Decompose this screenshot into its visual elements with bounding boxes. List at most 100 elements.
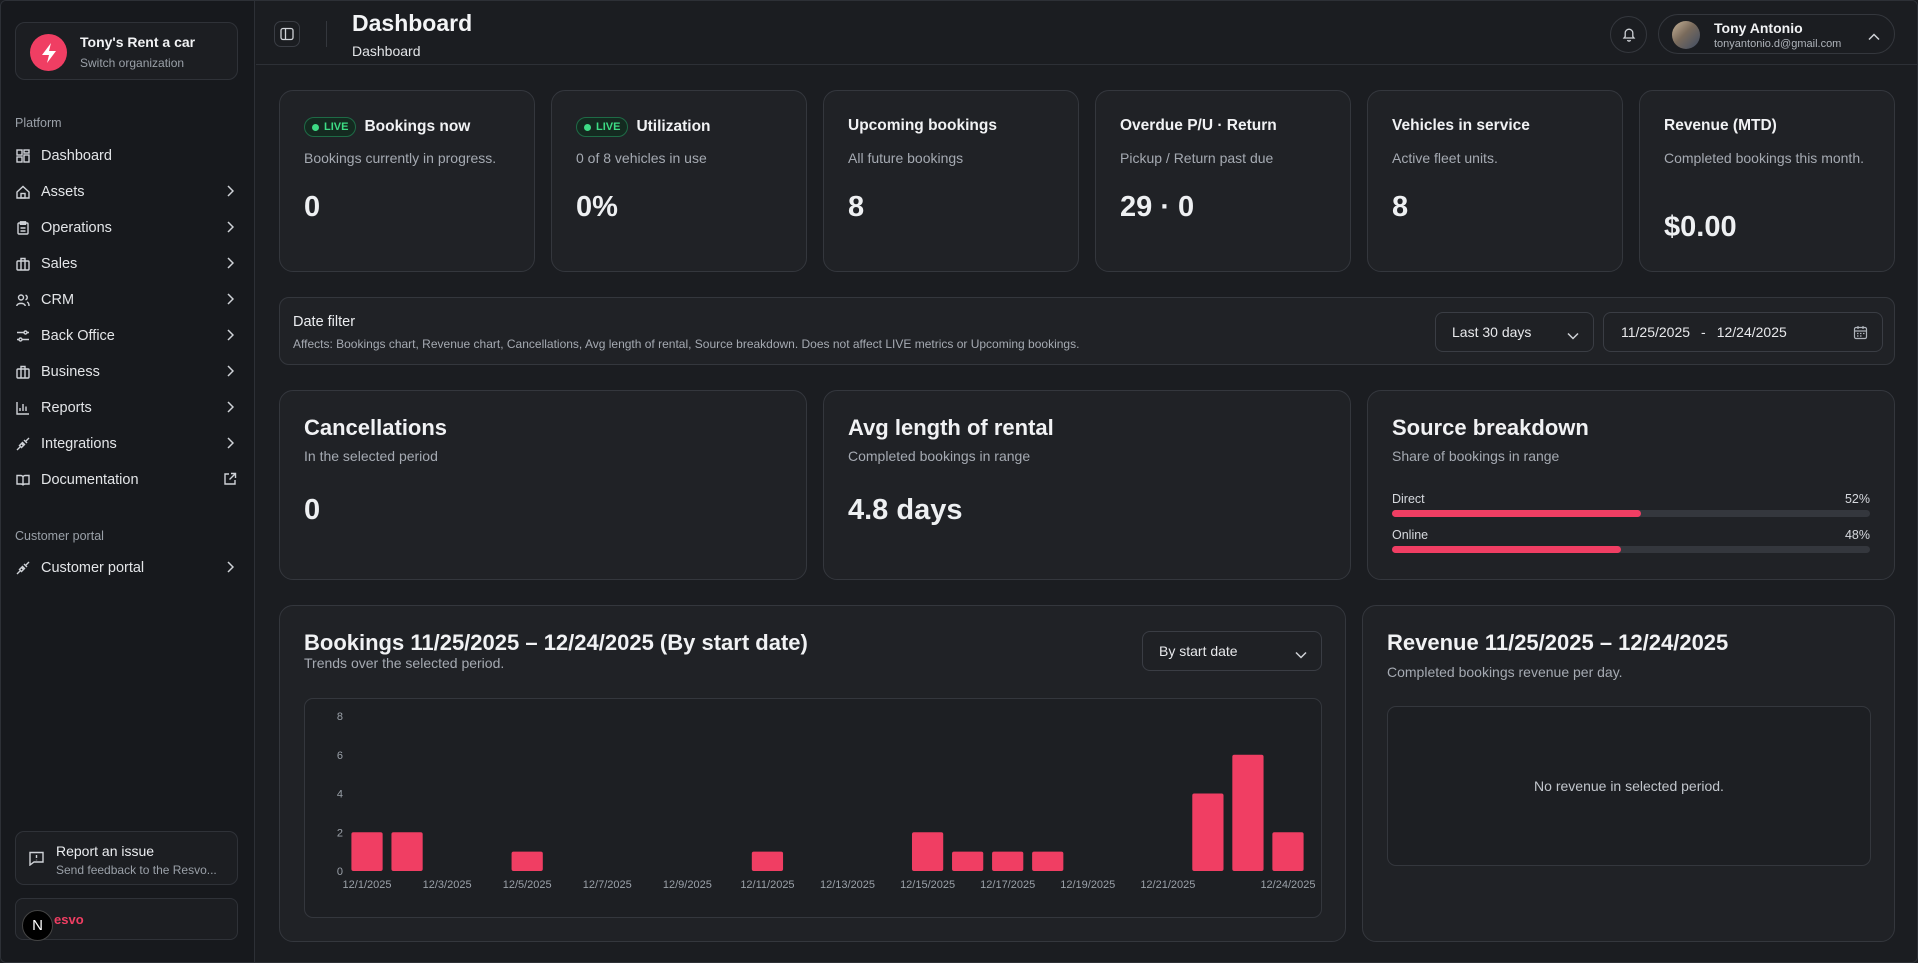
sidebar-item-label: Back Office (41, 328, 115, 344)
source-percent: 52% (1844, 492, 1870, 506)
stat-card-revenue-mtd: Revenue (MTD) Completed bookings this mo… (1639, 90, 1895, 272)
stat-value: 29 · 0 (1120, 191, 1195, 223)
sliders-icon (15, 328, 31, 344)
sidebar-item-label: Operations (41, 220, 112, 236)
user-name: Tony Antonio (1714, 20, 1803, 36)
source-progress-fill (1392, 510, 1641, 517)
sidebar-item-assets[interactable]: Assets (15, 177, 238, 207)
chevron-right-icon (226, 185, 235, 201)
sidebar-item-sales[interactable]: Sales (15, 249, 238, 279)
stat-title: Overdue P/U · Return (1120, 117, 1277, 134)
date-range-separator: - (1701, 324, 1706, 340)
x-tick-label: 12/1/2025 (343, 879, 392, 891)
x-tick-label: 12/5/2025 (503, 879, 552, 891)
bar-12/18/2025[interactable] (1032, 851, 1064, 871)
nextjs-dev-badge[interactable]: N (22, 910, 53, 941)
x-tick-label: 12/11/2025 (740, 879, 794, 891)
stat-subtitle: 0 of 8 vehicles in use (576, 150, 707, 166)
revenue-chart-area: No revenue in selected period. (1387, 706, 1871, 866)
stat-title: LIVE Bookings now (304, 117, 470, 137)
bar-12/5/2025[interactable] (511, 851, 543, 871)
stat-card-utilization: LIVE Utilization 0 of 8 vehicles in use 0… (551, 90, 807, 272)
x-tick-label: 12/19/2025 (1060, 879, 1115, 891)
stat-title: Revenue (MTD) (1664, 117, 1777, 134)
bookings-bar-chart: 0 2 4 6 8 12/1/2025 12/3/2025 12/5/2025 12/7/202… (337, 711, 1316, 891)
bar-chart-icon (15, 400, 31, 416)
sidebar-toggle-button[interactable] (274, 21, 300, 47)
user-menu-button[interactable]: Tony Antonio tonyantonio.d@gmail.com (1658, 14, 1895, 54)
chart-mode-value: By start date (1159, 643, 1238, 659)
bar-12/2/2025[interactable] (391, 832, 423, 871)
sidebar-item-customer-portal[interactable]: Customer portal (15, 553, 238, 583)
chart-mode-select[interactable]: By start date (1142, 631, 1322, 671)
stat-subtitle: Completed bookings this month. (1664, 150, 1864, 166)
y-tick-label: 4 (337, 789, 343, 801)
organization-name: Tony's Rent a car (80, 34, 196, 50)
chevron-right-icon (226, 329, 235, 345)
range-select[interactable]: Last 30 days (1435, 312, 1594, 352)
source-progress-fill (1392, 546, 1622, 553)
avatar (1672, 21, 1700, 49)
avg-length-value: 4.8 days (848, 494, 963, 526)
source-progress-track (1392, 510, 1870, 517)
users-icon (15, 292, 31, 308)
top-header: Dashboard Dashboard Tony Antonio tonyant… (256, 1, 1917, 65)
cancellations-card: Cancellations In the selected period 0 (279, 390, 807, 580)
revenue-empty-message: No revenue in selected period. (1534, 778, 1724, 794)
bar-12/1/2025[interactable] (351, 832, 383, 871)
chevron-up-icon (1868, 28, 1880, 46)
breadcrumb[interactable]: Dashboard (352, 43, 421, 59)
range-select-value: Last 30 days (1452, 324, 1532, 340)
bookings-chart-area: 0 2 4 6 8 12/1/2025 12/3/2025 12/5/2025 12/7/202… (304, 698, 1322, 918)
sidebar-item-integrations[interactable]: Integrations (15, 429, 238, 459)
sidebar-item-reports[interactable]: Reports (15, 393, 238, 423)
calendar-icon[interactable] (1853, 325, 1868, 343)
source-breakdown-title: Source breakdown (1392, 415, 1589, 440)
plug-icon (15, 436, 31, 452)
avg-length-subtitle: Completed bookings in range (848, 448, 1031, 464)
sidebar-item-label: Assets (41, 184, 85, 200)
sidebar-item-crm[interactable]: CRM (15, 285, 238, 315)
bar-12/16/2025[interactable] (952, 851, 984, 871)
bar-12/22/2025[interactable] (1192, 793, 1224, 872)
stat-subtitle: Bookings currently in progress. (304, 150, 497, 166)
report-issue-title: Report an issue (56, 843, 155, 859)
report-issue-button[interactable]: Report an issue Send feedback to the Res… (15, 831, 238, 885)
source-label: Direct (1392, 492, 1425, 506)
stat-title: Vehicles in service (1392, 117, 1530, 134)
message-alert-icon (29, 851, 44, 871)
start-date-input[interactable]: 11/25/2025 (1621, 324, 1691, 340)
sidebar-item-label: Dashboard (41, 148, 112, 164)
sidebar-item-documentation[interactable]: Documentation (15, 465, 238, 495)
sidebar-item-back-office[interactable]: Back Office (15, 321, 238, 351)
chevron-right-icon (226, 293, 235, 309)
user-email: tonyantonio.d@gmail.com (1714, 38, 1842, 50)
sidebar-item-label: Business (41, 364, 100, 380)
clipboard-icon (15, 220, 31, 236)
stat-subtitle: Active fleet units. (1392, 150, 1498, 166)
date-filter-title: Date filter (293, 314, 356, 330)
source-label: Online (1392, 528, 1429, 542)
sidebar-item-label: Integrations (41, 436, 117, 452)
bell-icon (1622, 28, 1635, 42)
organization-switcher[interactable]: Tony's Rent a car Switch organization (15, 22, 238, 80)
sidebar-item-operations[interactable]: Operations (15, 213, 238, 243)
sidebar-item-dashboard[interactable]: Dashboard (15, 141, 238, 171)
bar-12/23/2025[interactable] (1232, 754, 1264, 871)
bar-12/24/2025[interactable] (1272, 832, 1304, 871)
bar-12/11/2025[interactable] (751, 851, 784, 871)
bar-12/17/2025[interactable] (992, 851, 1024, 871)
bookings-chart-title: Bookings 11/25/2025 – 12/24/2025 (By sta… (304, 630, 808, 655)
cancellations-subtitle: In the selected period (304, 448, 438, 464)
avg-length-card: Avg length of rental Completed bookings … (823, 390, 1351, 580)
date-range-picker[interactable]: 11/25/2025 - 12/24/2025 (1603, 312, 1883, 352)
sidebar-item-label: Documentation (41, 472, 139, 488)
chevron-right-icon (226, 401, 235, 417)
chevron-down-icon (1567, 327, 1579, 343)
end-date-input[interactable]: 12/24/2025 (1716, 324, 1787, 340)
home-icon (15, 184, 31, 200)
sidebar-item-business[interactable]: Business (15, 357, 238, 387)
bar-12/15/2025[interactable] (911, 832, 944, 871)
switch-organization-label: Switch organization (80, 56, 185, 70)
notifications-button[interactable] (1610, 16, 1647, 53)
